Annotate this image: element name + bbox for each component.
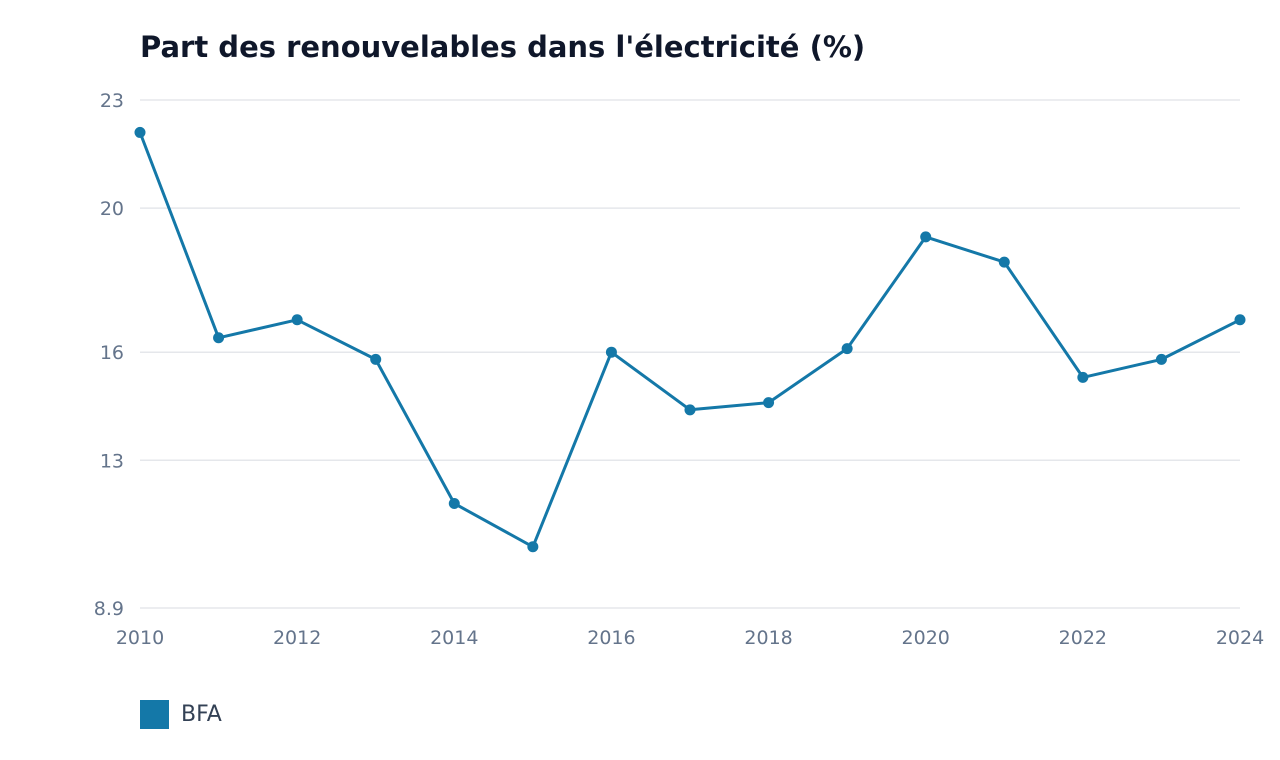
data-point <box>134 126 146 138</box>
data-point <box>841 343 853 355</box>
x-axis-ticks: 2010 2012 2014 2016 2018 2020 2022 2024 <box>116 627 1264 649</box>
y-tick-label: 13 <box>100 450 124 472</box>
data-point <box>370 353 382 365</box>
data-point <box>1234 314 1246 326</box>
y-axis-ticks: 8.9 13 16 20 23 <box>94 90 124 620</box>
gridlines <box>140 99 1240 609</box>
line-chart: 8.9 13 16 20 23 2010 2012 2014 2016 2018 2020 2022… <box>94 90 1264 649</box>
legend-label: BFA <box>181 702 222 727</box>
y-tick-label: 16 <box>100 342 124 364</box>
x-tick-label: 2016 <box>587 627 635 649</box>
data-point <box>1077 371 1089 383</box>
x-tick-label: 2022 <box>1059 627 1107 649</box>
x-tick-label: 2020 <box>902 627 950 649</box>
y-tick-label: 8.9 <box>94 598 124 620</box>
data-point <box>763 397 775 409</box>
legend: BFA <box>140 700 222 729</box>
y-tick-label: 20 <box>100 198 124 220</box>
x-tick-label: 2024 <box>1216 627 1264 649</box>
data-point <box>213 332 225 344</box>
legend-swatch <box>140 700 169 729</box>
data-point <box>998 256 1010 268</box>
data-point <box>448 498 460 510</box>
x-tick-label: 2014 <box>430 627 478 649</box>
x-tick-label: 2018 <box>744 627 792 649</box>
x-tick-label: 2010 <box>116 627 164 649</box>
data-point <box>1155 353 1167 365</box>
data-point <box>605 346 617 358</box>
series-line <box>138 130 1242 549</box>
chart-title: Part des renouvelables dans l'électricit… <box>140 30 866 64</box>
series-group <box>134 126 1246 553</box>
data-point <box>527 541 539 553</box>
data-point <box>920 231 932 243</box>
y-tick-label: 23 <box>100 90 124 112</box>
data-point <box>684 404 696 416</box>
x-tick-label: 2012 <box>273 627 321 649</box>
data-point <box>291 314 303 326</box>
